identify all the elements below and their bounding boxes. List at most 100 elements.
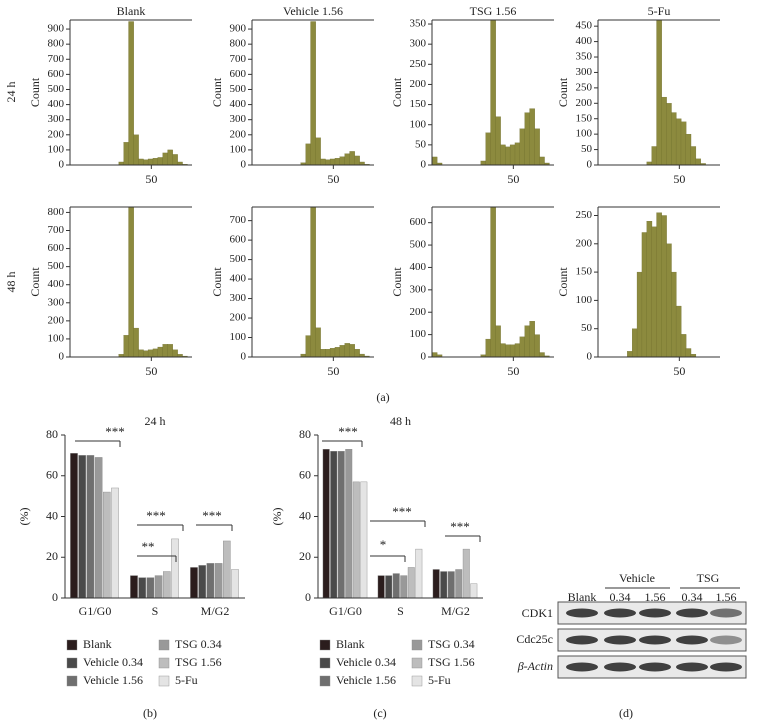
y-tick-label: 100 [576, 128, 593, 140]
histogram-bin [680, 121, 687, 166]
y-axis-label: Count [390, 267, 404, 297]
y-tick-label: 100 [48, 332, 65, 344]
annotation: *** [105, 424, 125, 439]
y-tick-label: 900 [48, 23, 65, 35]
bar [171, 538, 179, 599]
legend-label: Blank [83, 637, 112, 651]
histogram-bin [680, 334, 687, 358]
histogram-bin [505, 146, 511, 166]
x-tick-label: S [152, 604, 159, 618]
legend-label: Vehicle 0.34 [83, 655, 143, 669]
y-tick-label: 200 [410, 78, 427, 90]
histogram-bin [666, 103, 672, 166]
histogram-bin [490, 19, 496, 166]
histogram-bin [675, 305, 682, 358]
blot-band [710, 635, 742, 645]
y-tick-label: 300 [48, 296, 65, 308]
histogram-bin [524, 112, 531, 166]
bar [337, 451, 345, 599]
blot-band [639, 608, 671, 618]
y-axis-label: (%) [17, 508, 31, 526]
x-tick-label: M/G2 [441, 604, 470, 618]
bar [206, 563, 215, 599]
bar [102, 491, 111, 599]
histogram-bin [310, 206, 316, 358]
chart-title: Blank [117, 4, 146, 18]
annotation: *** [338, 424, 358, 439]
y-tick-label: 0 [305, 590, 311, 604]
legend-swatch [411, 639, 423, 651]
blot-band [604, 635, 636, 645]
y-tick-label: 300 [230, 292, 247, 304]
bar [432, 569, 440, 599]
blot-band [639, 662, 671, 672]
y-tick-label: 500 [230, 253, 247, 265]
bar [198, 565, 207, 599]
legend-label: TSG 0.34 [175, 637, 222, 651]
y-tick-label: 150 [410, 98, 427, 110]
y-axis-label: Count [210, 267, 224, 297]
bar [130, 575, 138, 599]
legend-label: TSG 1.56 [428, 655, 475, 669]
histogram-bin [143, 159, 149, 166]
histogram-bin [325, 159, 331, 166]
histogram-bin [485, 132, 492, 166]
blot-dose: 0.34 [610, 590, 631, 604]
y-tick-label: 400 [230, 98, 247, 110]
blot-band [710, 608, 742, 618]
y-tick-label: 500 [230, 83, 247, 95]
x-tick-label: 50 [507, 364, 519, 378]
y-axis-label: (%) [270, 508, 284, 526]
blot-band [566, 635, 598, 645]
histogram-bin [632, 328, 638, 358]
y-tick-label: 700 [48, 53, 65, 65]
histogram-bin [490, 206, 496, 358]
blot-group: Vehicle [619, 571, 655, 585]
y-tick-label: 600 [230, 234, 247, 246]
y-tick-label: 0 [59, 159, 65, 171]
histogram-bin [480, 160, 487, 166]
histogram-bin [690, 146, 697, 166]
histogram-bin [539, 156, 545, 166]
row-label: 48 h [4, 272, 18, 293]
y-tick-label: 100 [410, 328, 427, 340]
y-tick-label: 100 [410, 118, 427, 130]
y-tick-label: 250 [576, 81, 593, 93]
bar [154, 575, 163, 599]
histogram-bin [128, 206, 134, 358]
row-label: 24 h [4, 82, 18, 103]
x-tick-label: 50 [145, 364, 157, 378]
histogram-bin [695, 158, 701, 166]
histogram-bin [329, 348, 336, 358]
legend-swatch [411, 657, 423, 669]
histogram-bin [509, 344, 516, 358]
y-tick-label: 20 [299, 549, 311, 563]
y-tick-label: 0 [241, 351, 247, 363]
y-tick-label: 400 [576, 35, 593, 47]
histogram-bin [656, 212, 662, 358]
bar [322, 449, 330, 599]
histogram-bin [651, 146, 658, 166]
histogram-bin [133, 134, 139, 166]
histogram-bin [123, 142, 130, 166]
blot-row: CDK1 [522, 606, 553, 620]
histogram-bin [495, 116, 501, 166]
bar [94, 457, 103, 599]
histogram-bin [539, 352, 545, 358]
histogram-bin [305, 335, 312, 358]
histogram-bin [123, 335, 130, 358]
y-tick-label: 80 [299, 427, 311, 441]
y-tick-label: 40 [299, 508, 311, 522]
y-tick-label: 200 [576, 97, 593, 109]
histogram-bin [167, 344, 173, 358]
histogram-bin [671, 112, 677, 166]
blot-band [639, 635, 671, 645]
blot-group: TSG [697, 571, 720, 585]
histogram-bin [320, 158, 326, 166]
y-tick-label: 600 [48, 68, 65, 80]
y-tick-label: 0 [421, 351, 427, 363]
legend-swatch [66, 675, 78, 687]
histogram-bin [675, 118, 682, 166]
annotation: *** [450, 519, 470, 534]
histogram-bin [651, 226, 658, 358]
